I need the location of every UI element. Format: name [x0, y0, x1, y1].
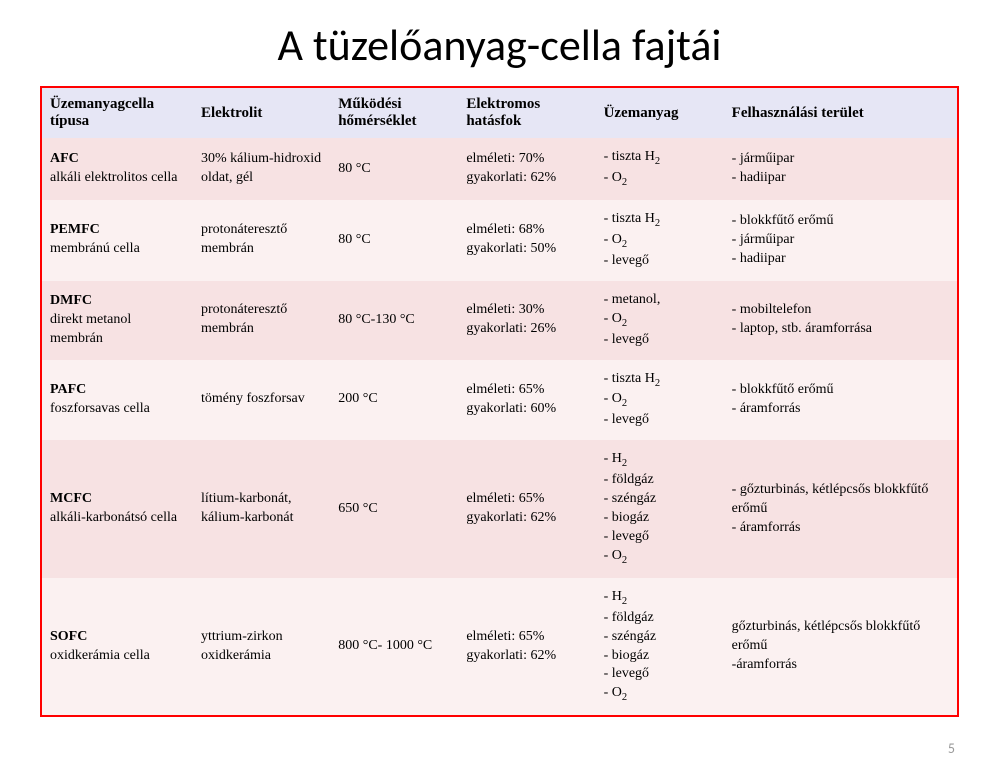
table-row: AFCalkáli elektrolitos cella30% kálium-h… [42, 138, 957, 200]
cell-fuel: - tiszta H2- O2- levegő [596, 200, 724, 281]
cell-type: PAFCfoszforsavas cella [42, 360, 193, 441]
cell-hatasfok: elméleti: 68%gyakorlati: 50% [458, 200, 595, 281]
cell-application: - blokkfűtő erőmű- áramforrás [724, 360, 957, 441]
cell-type: AFCalkáli elektrolitos cella [42, 138, 193, 200]
table-row: PEMFCmembránú cellaprotonáteresztő membr… [42, 200, 957, 281]
cell-elektrolit: 30% kálium-hidroxid oldat, gél [193, 138, 330, 200]
cell-type: MCFCalkáli-karbonátsó cella [42, 440, 193, 578]
cell-application: gőzturbinás, kétlépcsős blokkfűtő erőmű-… [724, 578, 957, 716]
cell-fuel: - tiszta H2- O2 [596, 138, 724, 200]
table-row: MCFCalkáli-karbonátsó cellalítium-karbon… [42, 440, 957, 578]
cell-temp: 80 °C [330, 200, 458, 281]
cell-elektrolit: protonáteresztő membrán [193, 200, 330, 281]
th-type: Üzemanyagcella típusa [42, 88, 193, 138]
cell-temp: 650 °C [330, 440, 458, 578]
slide-title: A tüzelőanyag-cella fajtái [0, 18, 999, 72]
cell-type: DMFCdirekt metanol membrán [42, 281, 193, 360]
cell-fuel: - metanol,- O2- levegő [596, 281, 724, 360]
th-elektrolit: Elektrolit [193, 88, 330, 138]
cell-temp: 200 °C [330, 360, 458, 441]
cell-elektrolit: lítium-karbonát, kálium-karbonát [193, 440, 330, 578]
th-app: Felhasználási terület [724, 88, 957, 138]
th-hatasfok: Elektromos hatásfok [458, 88, 595, 138]
table-row: DMFCdirekt metanol membránprotonátereszt… [42, 281, 957, 360]
cell-hatasfok: elméleti: 65%gyakorlati: 62% [458, 440, 595, 578]
cell-application: - mobiltelefon- laptop, stb. áramforrása [724, 281, 957, 360]
cell-hatasfok: elméleti: 65%gyakorlati: 60% [458, 360, 595, 441]
th-fuel: Üzemanyag [596, 88, 724, 138]
cell-elektrolit: protonáteresztő membrán [193, 281, 330, 360]
cell-application: - járműipar- hadiipar [724, 138, 957, 200]
cell-fuel: - tiszta H2- O2- levegő [596, 360, 724, 441]
cell-type: PEMFCmembránú cella [42, 200, 193, 281]
cell-hatasfok: elméleti: 30%gyakorlati: 26% [458, 281, 595, 360]
cell-temp: 80 °C [330, 138, 458, 200]
cell-hatasfok: elméleti: 65%gyakorlati: 62% [458, 578, 595, 716]
table-row: SOFCoxidkerámia cellayttrium-zirkon oxid… [42, 578, 957, 716]
th-temp: Működési hőmérséklet [330, 88, 458, 138]
table-body: AFCalkáli elektrolitos cella30% kálium-h… [42, 138, 957, 715]
fuel-cell-table-wrap: Üzemanyagcella típusa Elektrolit Működés… [40, 86, 959, 717]
cell-hatasfok: elméleti: 70%gyakorlati: 62% [458, 138, 595, 200]
table-header-row: Üzemanyagcella típusa Elektrolit Működés… [42, 88, 957, 138]
table-row: PAFCfoszforsavas cellatömény foszforsav2… [42, 360, 957, 441]
cell-fuel: - H2- földgáz- széngáz- biogáz- levegő- … [596, 578, 724, 716]
cell-temp: 80 °C-130 °C [330, 281, 458, 360]
cell-application: - blokkfűtő erőmű- járműipar- hadiipar [724, 200, 957, 281]
cell-type: SOFCoxidkerámia cella [42, 578, 193, 716]
cell-application: - gőzturbinás, kétlépcsős blokkfűtő erőm… [724, 440, 957, 578]
cell-elektrolit: tömény foszforsav [193, 360, 330, 441]
cell-fuel: - H2- földgáz- széngáz- biogáz- levegő- … [596, 440, 724, 578]
cell-temp: 800 °C- 1000 °C [330, 578, 458, 716]
fuel-cell-table: Üzemanyagcella típusa Elektrolit Működés… [42, 88, 957, 715]
cell-elektrolit: yttrium-zirkon oxidkerámia [193, 578, 330, 716]
